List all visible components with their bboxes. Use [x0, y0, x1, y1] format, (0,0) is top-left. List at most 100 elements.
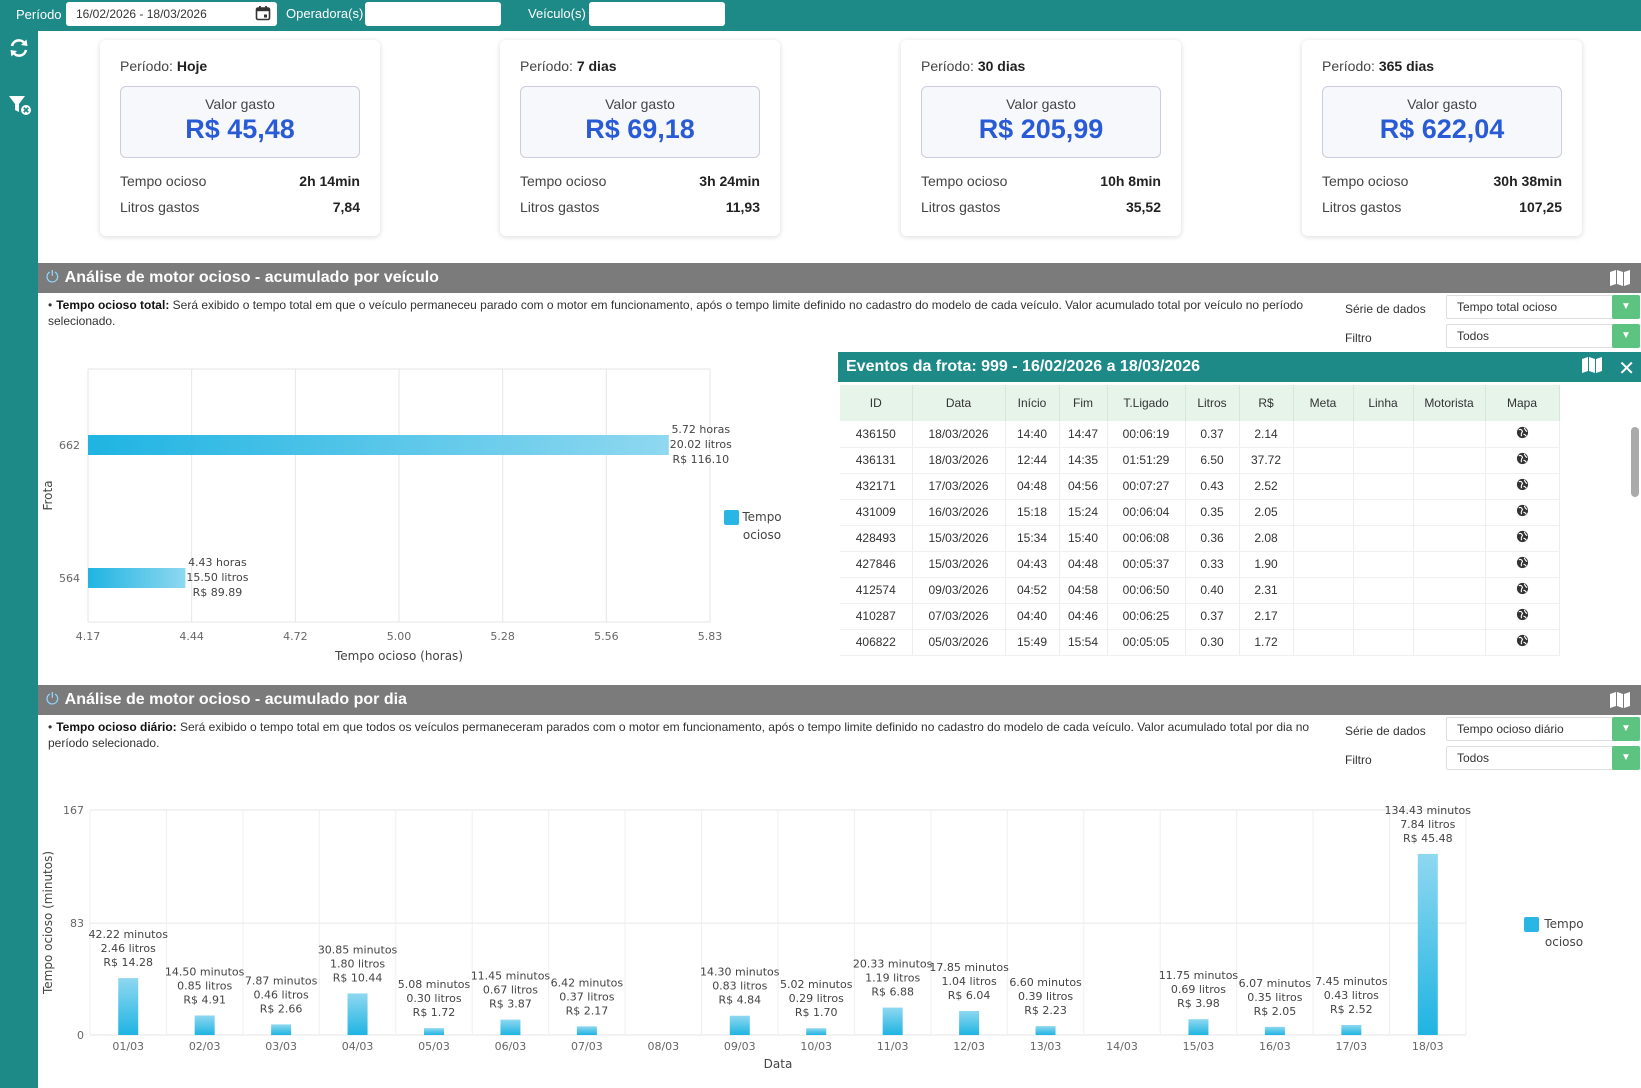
veiculo-input[interactable] [589, 2, 725, 26]
filtro-select[interactable]: Todos ▼ [1446, 324, 1640, 348]
globe-icon[interactable] [1485, 603, 1560, 630]
data-label: 0.69 litros [1171, 983, 1226, 996]
bar[interactable] [959, 1010, 980, 1035]
globe-icon[interactable] [1485, 473, 1560, 500]
column-header[interactable]: R$ [1239, 385, 1294, 421]
map-icon[interactable] [1581, 356, 1603, 379]
data-label: R$ 45.48 [1403, 832, 1453, 845]
valor-gasto-label: Valor gasto [205, 96, 275, 112]
column-header[interactable]: T.Ligado [1107, 385, 1186, 421]
bar[interactable] [424, 1028, 444, 1035]
periodo-input[interactable]: 16/02/2026 - 18/03/2026 [66, 2, 277, 26]
column-header[interactable]: Início [1005, 385, 1060, 421]
serie-select[interactable]: Tempo ocioso diário ▼ [1446, 717, 1640, 741]
calendar-icon[interactable] [255, 5, 271, 24]
data-label: 0.30 litros [406, 992, 461, 1005]
chevron-down-icon[interactable]: ▼ [1612, 295, 1640, 319]
globe-icon[interactable] [1485, 525, 1560, 552]
column-header[interactable]: Meta [1293, 385, 1354, 421]
bar[interactable] [1188, 1019, 1209, 1035]
table-row[interactable]: 436150 18/03/2026 14:40 14:47 00:06:19 0.37 2.… [840, 421, 1560, 448]
bar[interactable] [118, 978, 139, 1035]
tempo-ocioso-row: Tempo ocioso 30h 38min [1322, 173, 1562, 189]
table-cell: 12:44 [1005, 447, 1060, 474]
legend-label[interactable]: ocioso [1545, 935, 1583, 949]
bar[interactable] [1035, 1026, 1056, 1035]
clear-filter-icon[interactable] [8, 94, 31, 116]
globe-icon[interactable] [1485, 577, 1560, 604]
table-cell: 00:06:08 [1107, 525, 1186, 552]
table-cell [1353, 603, 1414, 630]
x-tick-label: 05/03 [418, 1040, 450, 1053]
table-cell: 6.50 [1185, 447, 1240, 474]
column-header[interactable]: Motorista [1413, 385, 1486, 421]
chevron-down-icon[interactable]: ▼ [1612, 746, 1640, 770]
bar[interactable] [576, 1026, 597, 1035]
x-axis-label: Data [764, 1057, 793, 1071]
chevron-down-icon[interactable]: ▼ [1612, 717, 1640, 741]
close-icon[interactable]: ✕ [1618, 358, 1635, 380]
tempo-ocioso-row: Tempo ocioso 3h 24min [520, 173, 760, 189]
bar[interactable] [500, 1019, 521, 1035]
table-cell [1293, 577, 1354, 604]
bar[interactable] [729, 1015, 750, 1035]
table-row[interactable]: 431009 16/03/2026 15:18 15:24 00:06:04 0.35 2.… [840, 499, 1560, 526]
bar[interactable] [1417, 853, 1438, 1035]
data-label: R$ 2.52 [1330, 1003, 1373, 1016]
operadora-input[interactable] [365, 2, 501, 26]
table-cell: 0.35 [1185, 499, 1240, 526]
legend-label[interactable]: Tempo [741, 510, 781, 524]
chevron-down-icon[interactable]: ▼ [1612, 324, 1640, 348]
table-cell: 18/03/2026 [912, 447, 1006, 474]
bar[interactable] [1264, 1026, 1285, 1035]
table-row[interactable]: 428493 15/03/2026 15:34 15:40 00:06:08 0.36 2.… [840, 525, 1560, 552]
table-row[interactable]: 406822 05/03/2026 15:49 15:54 00:05:05 0.30 1.… [840, 629, 1560, 656]
data-label: R$ 116.10 [672, 453, 729, 466]
legend-swatch[interactable] [724, 510, 739, 525]
bar[interactable] [88, 435, 669, 455]
column-header[interactable]: Linha [1353, 385, 1414, 421]
table-row[interactable]: 427846 15/03/2026 04:43 04:48 00:05:37 0.33 1.… [840, 551, 1560, 578]
globe-icon[interactable] [1485, 551, 1560, 578]
tempo-ocioso-label: Tempo ocioso [120, 173, 207, 189]
globe-icon[interactable] [1485, 629, 1560, 656]
bar[interactable] [194, 1015, 215, 1035]
bar[interactable] [806, 1028, 827, 1035]
table-cell: 04:56 [1059, 473, 1108, 500]
legend-label[interactable]: ocioso [743, 528, 781, 542]
table-cell: 04:48 [1059, 551, 1108, 578]
filtro-select[interactable]: Todos ▼ [1446, 746, 1640, 770]
bar[interactable] [88, 568, 186, 588]
desc-text: Será exibido o tempo total em que o veíc… [48, 298, 1304, 328]
column-header[interactable]: ID [840, 385, 913, 421]
serie-select[interactable]: Tempo total ocioso ▼ [1446, 295, 1640, 319]
table-row[interactable]: 410287 07/03/2026 04:40 04:46 00:06:25 0.37 2.… [840, 603, 1560, 630]
bar[interactable] [882, 1007, 903, 1035]
legend-swatch[interactable] [1524, 917, 1539, 932]
data-label: R$ 2.23 [1024, 1004, 1067, 1017]
column-header[interactable]: Litros [1185, 385, 1240, 421]
globe-icon[interactable] [1485, 421, 1560, 448]
scrollbar[interactable] [1631, 427, 1639, 497]
table-cell: 15/03/2026 [912, 551, 1006, 578]
table-cell: 01:51:29 [1107, 447, 1186, 474]
column-header[interactable]: Mapa [1485, 385, 1560, 421]
column-header[interactable]: Data [912, 385, 1006, 421]
bar[interactable] [271, 1024, 292, 1035]
data-label: 6.42 minutos [551, 976, 624, 989]
map-icon[interactable] [1609, 691, 1631, 714]
column-header[interactable]: Fim [1059, 385, 1108, 421]
section-description: • Tempo ocioso diário: Será exibido o tem… [48, 720, 1310, 750]
legend-label[interactable]: Tempo [1543, 917, 1583, 931]
globe-icon[interactable] [1485, 499, 1560, 526]
table-row[interactable]: 436131 18/03/2026 12:44 14:35 01:51:29 6.50 37… [840, 447, 1560, 474]
x-tick-label: 11/03 [877, 1040, 909, 1053]
bar[interactable] [347, 993, 368, 1035]
table-row[interactable]: 412574 09/03/2026 04:52 04:58 00:06:50 0.40 2.… [840, 577, 1560, 604]
card-period-value: 7 dias [576, 58, 617, 74]
globe-icon[interactable] [1485, 447, 1560, 474]
map-icon[interactable] [1609, 269, 1631, 292]
bar[interactable] [1341, 1024, 1362, 1035]
refresh-icon[interactable] [8, 37, 30, 59]
table-row[interactable]: 432171 17/03/2026 04:48 04:56 00:07:27 0.43 2.… [840, 473, 1560, 500]
